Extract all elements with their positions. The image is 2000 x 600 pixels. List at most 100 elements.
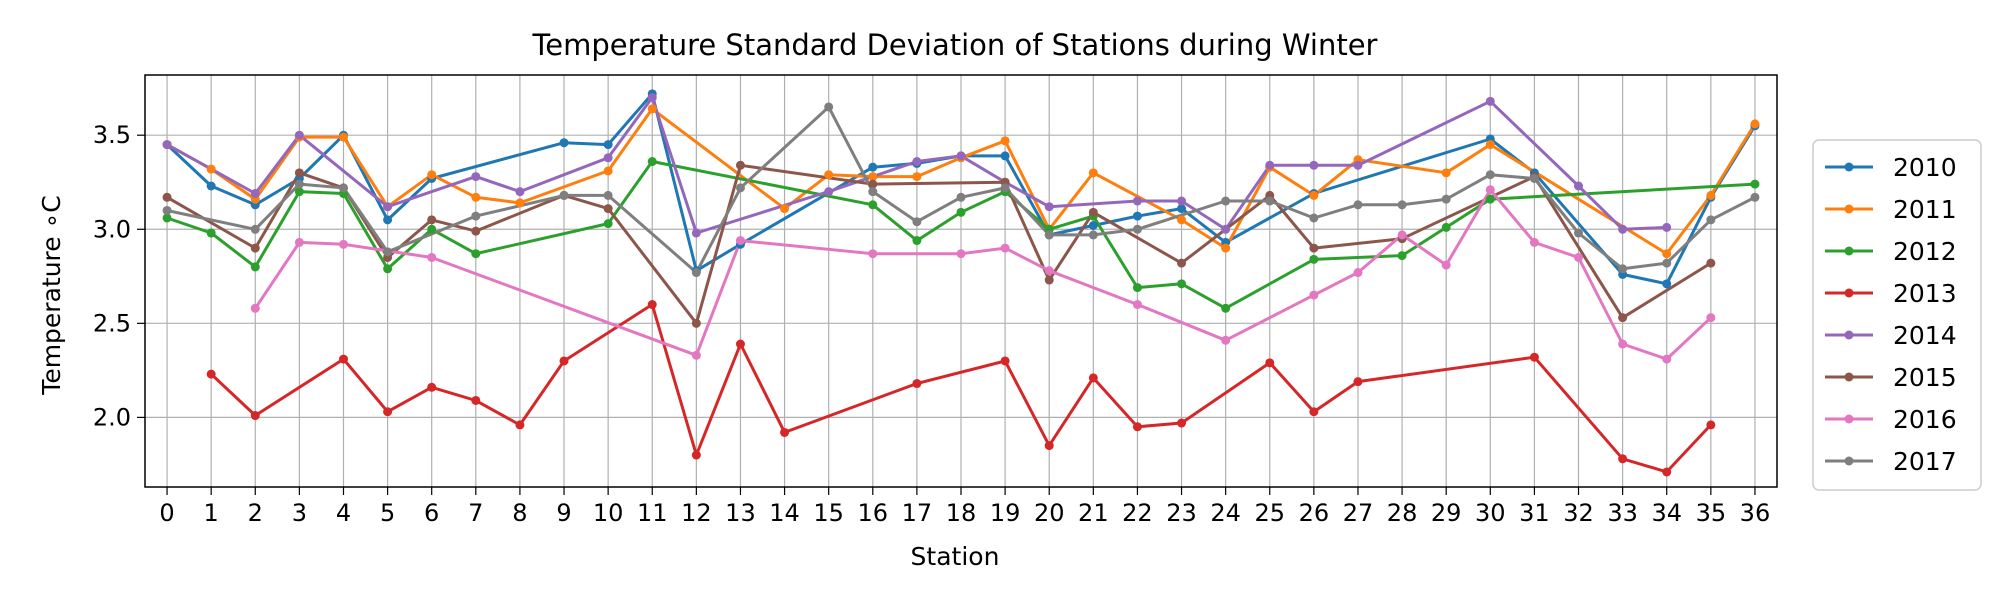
data-point (1662, 222, 1672, 232)
x-tick-label: 33 (1607, 499, 1638, 527)
data-point (1221, 224, 1231, 234)
data-point (515, 420, 525, 430)
data-point (250, 224, 260, 234)
data-point (294, 187, 304, 197)
x-tick-label: 19 (990, 499, 1021, 527)
data-point (691, 350, 701, 360)
data-point (956, 151, 966, 161)
data-point (1000, 243, 1010, 253)
data-point (1618, 224, 1628, 234)
data-point (1132, 300, 1142, 310)
data-point (735, 236, 745, 246)
data-point (691, 318, 701, 328)
legend-entry: 2014 (1825, 321, 1957, 350)
data-point (868, 200, 878, 210)
y-tick-label: 2.5 (93, 309, 131, 337)
data-point (1132, 283, 1142, 293)
data-point (1485, 96, 1495, 106)
series-markers-2011 (162, 104, 1760, 259)
data-point (1529, 173, 1539, 183)
data-point (206, 228, 216, 238)
data-point (1618, 454, 1628, 464)
data-point (383, 247, 393, 257)
legend-marker (1844, 246, 1854, 256)
data-point (1397, 230, 1407, 240)
chart-title: Temperature Standard Deviation of Statio… (532, 28, 1378, 62)
data-point (1088, 168, 1098, 178)
data-point (912, 379, 922, 389)
x-axis-label: Station (911, 542, 1000, 571)
x-tick-label: 28 (1387, 499, 1418, 527)
data-point (1088, 207, 1098, 217)
series-markers-2013 (206, 300, 1716, 477)
data-point (1309, 160, 1319, 170)
data-point (647, 93, 657, 103)
data-point (912, 236, 922, 246)
data-point (1044, 441, 1054, 451)
legend-entry: 2010 (1825, 153, 1957, 182)
data-point (1485, 185, 1495, 195)
data-point (956, 249, 966, 259)
series-markers-2016 (250, 185, 1716, 364)
data-point (1177, 279, 1187, 289)
y-axis-label: Temperature ∘C (37, 195, 66, 395)
data-point (162, 192, 172, 202)
data-point (647, 104, 657, 114)
data-point (559, 356, 569, 366)
x-tick-label: 24 (1210, 499, 1241, 527)
legend-label: 2011 (1893, 195, 1957, 224)
data-point (1574, 228, 1584, 238)
data-point (1706, 190, 1716, 200)
data-point (1441, 194, 1451, 204)
data-point (1132, 211, 1142, 221)
x-tick-label: 4 (336, 499, 351, 527)
data-point (1044, 202, 1054, 212)
data-point (912, 217, 922, 227)
legend-label: 2013 (1893, 279, 1957, 308)
data-point (1750, 119, 1760, 129)
data-point (515, 198, 525, 208)
data-point (1132, 196, 1142, 206)
data-point (250, 189, 260, 199)
data-point (1662, 249, 1672, 259)
data-point (1221, 335, 1231, 345)
data-point (735, 160, 745, 170)
data-point (1706, 258, 1716, 268)
data-point (294, 237, 304, 247)
x-tick-label: 21 (1078, 499, 1109, 527)
data-point (1353, 377, 1363, 387)
data-point (383, 202, 393, 212)
x-tick-label: 15 (813, 499, 844, 527)
legend: 2010 2011 2012 2013 2014 2015 2016 2017 (1812, 139, 1982, 491)
data-point (427, 224, 437, 234)
data-point (471, 192, 481, 202)
data-point (1044, 275, 1054, 285)
data-point (868, 162, 878, 172)
x-tick-label: 14 (769, 499, 800, 527)
x-tick-label: 23 (1166, 499, 1197, 527)
data-point (1618, 313, 1628, 323)
data-point (471, 249, 481, 259)
data-point (1618, 264, 1628, 274)
data-point (471, 226, 481, 236)
data-point (471, 211, 481, 221)
data-point (1000, 356, 1010, 366)
data-point (162, 213, 172, 223)
x-tick-label: 26 (1299, 499, 1330, 527)
data-point (515, 187, 525, 197)
data-point (735, 339, 745, 349)
x-tick-label: 3 (292, 499, 307, 527)
data-point (338, 183, 348, 193)
data-point (471, 395, 481, 405)
data-point (162, 140, 172, 150)
series-line-2015 (166, 163, 1712, 325)
legend-label: 2012 (1893, 237, 1957, 266)
data-point (647, 157, 657, 167)
data-point (868, 187, 878, 197)
data-point (691, 268, 701, 278)
data-point (1574, 252, 1584, 262)
data-point (824, 187, 834, 197)
data-point (1662, 354, 1672, 364)
data-point (1662, 279, 1672, 289)
x-tick-label: 12 (681, 499, 712, 527)
